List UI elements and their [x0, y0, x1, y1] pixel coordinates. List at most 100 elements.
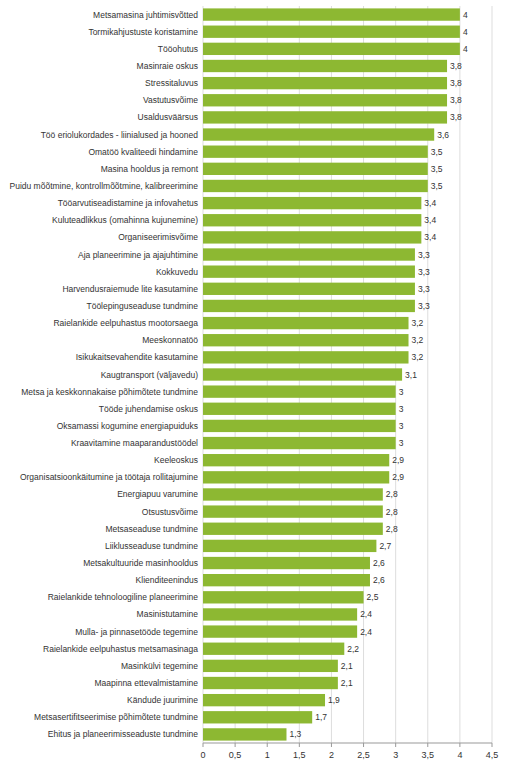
tick-mark: [363, 743, 364, 747]
bars: [203, 8, 460, 740]
category-label: Omatöö kvaliteedi hindamine: [88, 147, 198, 157]
bar: [203, 180, 428, 192]
tick-label: 2,5: [357, 750, 370, 760]
tick-mark: [203, 743, 204, 747]
bar: [203, 728, 286, 740]
value-label: 2,6: [373, 575, 385, 585]
tick-label: 3,5: [422, 750, 435, 760]
bar: [203, 591, 364, 603]
category-label: Kaugtransport (väljavedu): [101, 370, 199, 380]
value-label: 3,5: [431, 147, 443, 157]
value-label: 3,3: [418, 250, 430, 260]
category-label: Tööohutus: [158, 44, 198, 54]
value-label: 3,8: [450, 112, 462, 122]
bar: [203, 300, 415, 312]
category-label: Harvendusraiemude lite kasutamine: [62, 284, 198, 294]
tick-label: 1,5: [293, 750, 306, 760]
bar: [203, 283, 415, 295]
bar: [203, 660, 338, 672]
value-label: 3,3: [418, 301, 430, 311]
value-label: 3: [399, 438, 404, 448]
bar: [203, 505, 383, 517]
category-label: Töö eriolukordades - liinialused ja hoon…: [41, 130, 199, 140]
bar: [203, 8, 460, 20]
category-label: Mulla- ja pinnasetööde tegemine: [75, 627, 198, 637]
value-label: 4: [463, 44, 468, 54]
category-label: Tööarvutiseadistamine ja infovahetus: [58, 198, 198, 208]
category-label: Meeskonnatöö: [142, 335, 198, 345]
category-label: Kändude juurimine: [127, 695, 198, 705]
bar: [203, 317, 409, 329]
category-label: Stressitaluvus: [145, 78, 198, 88]
bar: [203, 77, 447, 89]
category-label: Ehitus ja planeerimisseaduste tundmine: [48, 729, 199, 739]
value-label: 3,8: [450, 61, 462, 71]
value-label: 2,8: [386, 489, 398, 499]
category-label: Metsasertifitseerimise põhimõtete tundmi…: [34, 712, 198, 722]
value-label: 3,4: [424, 198, 436, 208]
value-label: 3,4: [424, 232, 436, 242]
bar: [203, 420, 396, 432]
bar: [203, 385, 396, 397]
value-label: 3,5: [431, 164, 443, 174]
tick-mark: [299, 743, 300, 747]
bar: [203, 523, 383, 535]
bar: [203, 351, 409, 363]
category-label: Kraavitamine maaparandustöödel: [71, 438, 198, 448]
category-label: Metsakultuuride masinhooldus: [83, 558, 198, 568]
category-label: Otsustusvõime: [142, 507, 198, 517]
bar: [203, 608, 357, 620]
value-labels: 4443,83,83,83,83,63,53,53,53,43,43,43,33…: [289, 10, 467, 740]
category-label: Aja planeerimine ja ajajuhtimine: [78, 250, 198, 260]
bar: [203, 128, 434, 140]
bar: [203, 111, 447, 123]
bar: [203, 146, 428, 158]
value-label: 3,2: [412, 352, 424, 362]
bar: [203, 26, 460, 38]
value-label: 3,5: [431, 181, 443, 191]
category-label: Usaldusväärsus: [138, 112, 198, 122]
value-label: 3,8: [450, 95, 462, 105]
category-label: Tööde juhendamise oskus: [99, 404, 198, 414]
value-label: 3,4: [424, 215, 436, 225]
category-label: Tormikahjustuste koristamine: [88, 27, 198, 37]
tick-label: 0,5: [229, 750, 242, 760]
category-label: Energiapuu varumine: [117, 489, 198, 499]
category-label: Masinraie oskus: [137, 61, 198, 71]
category-label: Klienditeenindus: [136, 575, 198, 585]
value-label: 1,7: [315, 712, 327, 722]
bar: [203, 557, 370, 569]
bar: [203, 677, 338, 689]
value-label: 2,8: [386, 524, 398, 534]
tick-label: 3: [393, 750, 398, 760]
value-label: 2,6: [373, 558, 385, 568]
tick-mark: [331, 743, 332, 747]
value-label: 2,9: [392, 455, 404, 465]
category-label: Raielankide eelpuhastus metsamasinaga: [43, 644, 198, 654]
bar: [203, 248, 415, 260]
x-axis-line: [203, 743, 492, 744]
category-label: Kuluteadlikkus (omahinna kujunemine): [52, 215, 198, 225]
value-label: 3,6: [437, 130, 449, 140]
value-label: 3,3: [418, 284, 430, 294]
value-label: 3: [399, 387, 404, 397]
value-label: 2,1: [341, 661, 353, 671]
tick-label: 4: [457, 750, 462, 760]
bar: [203, 214, 421, 226]
value-label: 2,7: [379, 541, 391, 551]
value-label: 2,1: [341, 678, 353, 688]
category-label: Organiseerimisvõime: [118, 232, 198, 242]
bar: [203, 454, 389, 466]
category-label: Metsamasina juhtimisvõtted: [93, 10, 198, 20]
value-label: 2,9: [392, 472, 404, 482]
tick-mark: [235, 743, 236, 747]
bar: [203, 488, 383, 500]
category-labels: Metsamasina juhtimisvõtted Tormikahjustus…: [10, 10, 199, 740]
bar: [203, 94, 447, 106]
value-label: 3,2: [412, 335, 424, 345]
category-label: Maapinna ettevalmistamine: [95, 678, 199, 688]
bar: [203, 368, 402, 380]
category-label: Töölepinguseaduse tundmine: [86, 301, 198, 311]
bar: [203, 43, 460, 55]
value-label: 3,2: [412, 318, 424, 328]
